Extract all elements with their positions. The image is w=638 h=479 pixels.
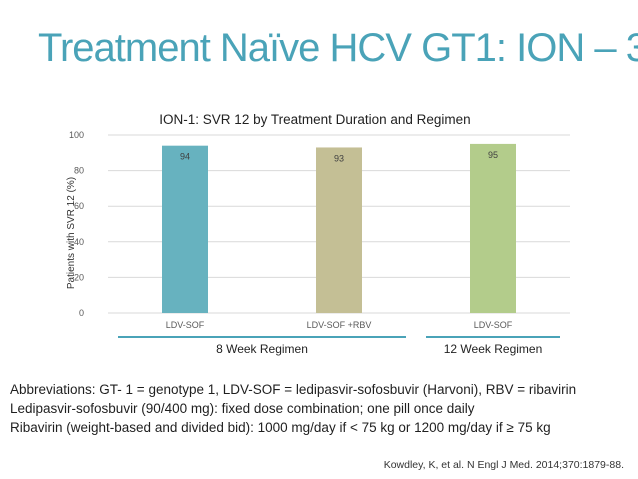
y-tick-label: 100: [69, 130, 84, 140]
chart-svg: ION-1: SVR 12 by Treatment Duration and …: [66, 112, 570, 356]
bar: [470, 143, 516, 313]
y-tick-label: 20: [74, 272, 84, 282]
group-label: 12 Week Regimen: [444, 342, 543, 356]
bar-value-label: 94: [180, 152, 190, 162]
y-axis-label: Patients with SVR 12 (%): [66, 177, 77, 289]
y-tick-label: 0: [79, 308, 84, 318]
abbreviations-notes: Abbreviations: GT- 1 = genotype 1, LDV-S…: [10, 380, 576, 437]
bar-value-label: 95: [488, 150, 498, 160]
slide-title: Treatment Naïve HCV GT1: ION – 3: [38, 26, 638, 70]
x-tick-label: LDV-SOF: [474, 320, 513, 330]
y-tick-label: 80: [74, 166, 84, 176]
regimen-groups: 8 Week Regimen 12 Week Regimen: [118, 336, 560, 356]
x-axis-ticks: LDV-SOF LDV-SOF +RBV LDV-SOF: [166, 320, 513, 330]
bar-chart: ION-1: SVR 12 by Treatment Duration and …: [60, 100, 580, 370]
citation: Kowdley, K, et al. N Engl J Med. 2014;37…: [383, 459, 624, 471]
x-tick-label: LDV-SOF: [166, 320, 205, 330]
group-label: 8 Week Regimen: [216, 342, 308, 356]
note-line-ribavirin: Ribavirin (weight-based and divided bid)…: [10, 420, 551, 435]
y-axis-ticks: 0 20 40 60 80 100: [69, 130, 84, 318]
bar-value-label: 93: [334, 153, 344, 163]
bar: [316, 147, 362, 313]
x-tick-label: LDV-SOF +RBV: [307, 320, 372, 330]
chart-title: ION-1: SVR 12 by Treatment Duration and …: [159, 112, 470, 127]
data-labels: 94 93 95: [180, 150, 498, 164]
note-line-abbreviations: Abbreviations: GT- 1 = genotype 1, LDV-S…: [10, 382, 577, 397]
note-line-ledipasvir: Ledipasvir-sofosbuvir (90/400 mg): fixed…: [10, 401, 475, 416]
bars: [162, 143, 516, 313]
y-tick-label: 40: [74, 237, 84, 247]
y-tick-label: 60: [74, 201, 84, 211]
bar: [162, 145, 208, 313]
